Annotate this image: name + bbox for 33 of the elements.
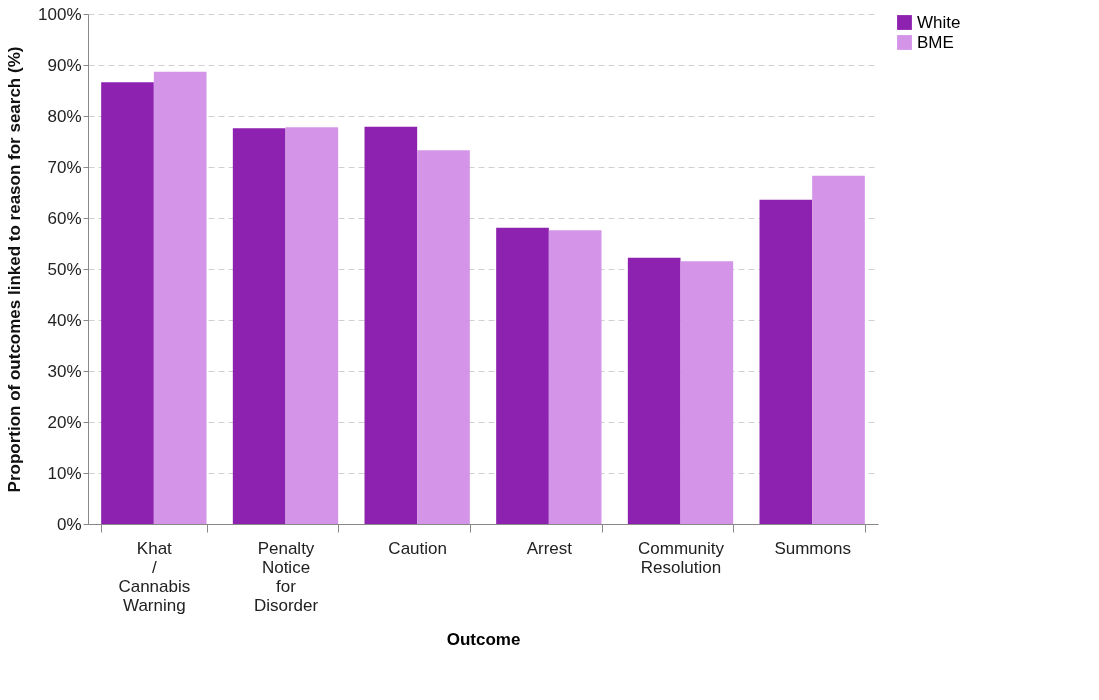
- bar: [364, 126, 418, 524]
- bar: [417, 150, 470, 524]
- y-tick-label: 40%: [47, 310, 82, 330]
- y-tick-label: 20%: [47, 412, 82, 432]
- y-tick-label: 0%: [56, 514, 82, 534]
- x-tick-label: Community Resolution: [638, 538, 725, 577]
- y-tick-label: 70%: [47, 157, 82, 177]
- bar: [680, 261, 734, 524]
- y-axis-title: Proportion of outcomes linked to reason for search (%): [5, 46, 25, 493]
- y-tick-label: 30%: [47, 361, 82, 381]
- y-tick-label: 90%: [47, 55, 82, 75]
- legend-label: White: [917, 12, 961, 32]
- bar: [759, 199, 813, 524]
- bar: [101, 82, 154, 524]
- y-tick-label: 80%: [47, 106, 82, 126]
- bar: [496, 227, 549, 524]
- x-axis-title: Outcome: [446, 629, 521, 649]
- bar: [153, 71, 207, 524]
- y-tick-label: 10%: [47, 463, 82, 483]
- bar: [627, 257, 681, 524]
- x-tick-label: Penalty Notice for Disorder: [253, 538, 319, 615]
- x-tick-label: Caution: [388, 538, 447, 558]
- bar: [232, 128, 286, 524]
- x-tick-label: Arrest: [526, 538, 573, 558]
- x-tick-label: Summons: [774, 538, 851, 558]
- bar: [285, 127, 339, 524]
- bar: [548, 230, 602, 524]
- bar: [812, 175, 865, 524]
- x-tick-label: Khat / Cannabis Warning: [118, 538, 191, 615]
- legend-label: BME: [917, 32, 954, 52]
- y-tick-label: 100%: [38, 4, 82, 24]
- y-tick-label: 50%: [47, 259, 82, 279]
- y-tick-label: 60%: [47, 208, 82, 228]
